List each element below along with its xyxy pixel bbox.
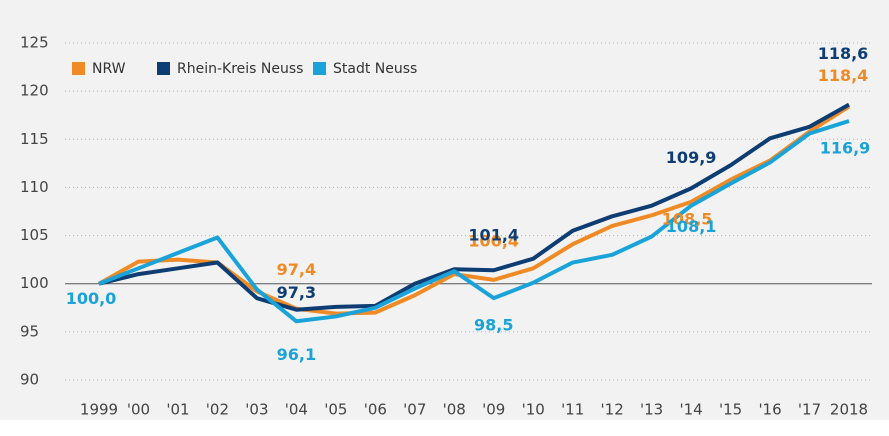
- series-line: [98, 102, 850, 312]
- x-tick-label: '16: [758, 401, 781, 419]
- x-tick-label: '00: [127, 401, 150, 419]
- data-label: 100,0: [66, 289, 117, 308]
- data-label: 100,4: [468, 231, 519, 250]
- data-label: 118,4: [818, 66, 869, 85]
- legend-label: Rhein-Kreis Neuss: [177, 61, 303, 77]
- legend-swatch: [313, 62, 326, 75]
- x-tick-label: '15: [719, 401, 742, 419]
- x-tick-label: '02: [206, 401, 229, 419]
- data-label: 116,9: [820, 138, 871, 157]
- series-line: [98, 119, 850, 324]
- legend-swatch: [157, 62, 170, 75]
- y-tick-label: 90: [20, 371, 39, 389]
- x-tick-label: '08: [443, 401, 466, 419]
- x-tick-label: '10: [522, 401, 545, 419]
- data-label: 108,5: [662, 209, 713, 228]
- x-tick-label: 2018: [830, 401, 868, 419]
- x-tick-label: '04: [285, 401, 308, 419]
- y-tick-label: 110: [20, 178, 49, 196]
- data-label: 108,1: [666, 217, 717, 236]
- data-label: 118,6: [818, 44, 869, 63]
- legend-label: Stadt Neuss: [333, 61, 417, 77]
- x-tick-label: '12: [601, 401, 624, 419]
- data-label: 98,5: [474, 316, 513, 335]
- y-tick-label: 95: [20, 322, 39, 340]
- y-tick-label: 105: [20, 226, 49, 244]
- y-tick-label: 100: [20, 274, 49, 292]
- x-tick-label: '05: [324, 401, 347, 419]
- legend-label: NRW: [92, 61, 126, 77]
- x-tick-label: '06: [364, 401, 387, 419]
- x-tick-label: '07: [403, 401, 426, 419]
- x-tick-label: '11: [561, 401, 584, 419]
- data-label: 109,9: [666, 148, 717, 167]
- x-tick-label: '03: [245, 401, 268, 419]
- y-tick-label: 115: [20, 130, 49, 148]
- data-label: 97,4: [277, 260, 316, 279]
- x-tick-label: '01: [166, 401, 189, 419]
- x-tick-label: '13: [640, 401, 663, 419]
- chart-background: [0, 0, 889, 420]
- data-label: 96,1: [277, 345, 316, 364]
- x-tick-label: '17: [798, 401, 821, 419]
- x-tick-label: 1999: [80, 401, 118, 419]
- data-label: 97,3: [277, 283, 316, 302]
- data-label: 101,4: [468, 226, 519, 245]
- y-tick-label: 125: [20, 34, 49, 52]
- y-tick-label: 120: [20, 82, 49, 100]
- x-tick-label: '14: [679, 401, 702, 419]
- x-tick-label: '09: [482, 401, 505, 419]
- legend-swatch: [72, 62, 85, 75]
